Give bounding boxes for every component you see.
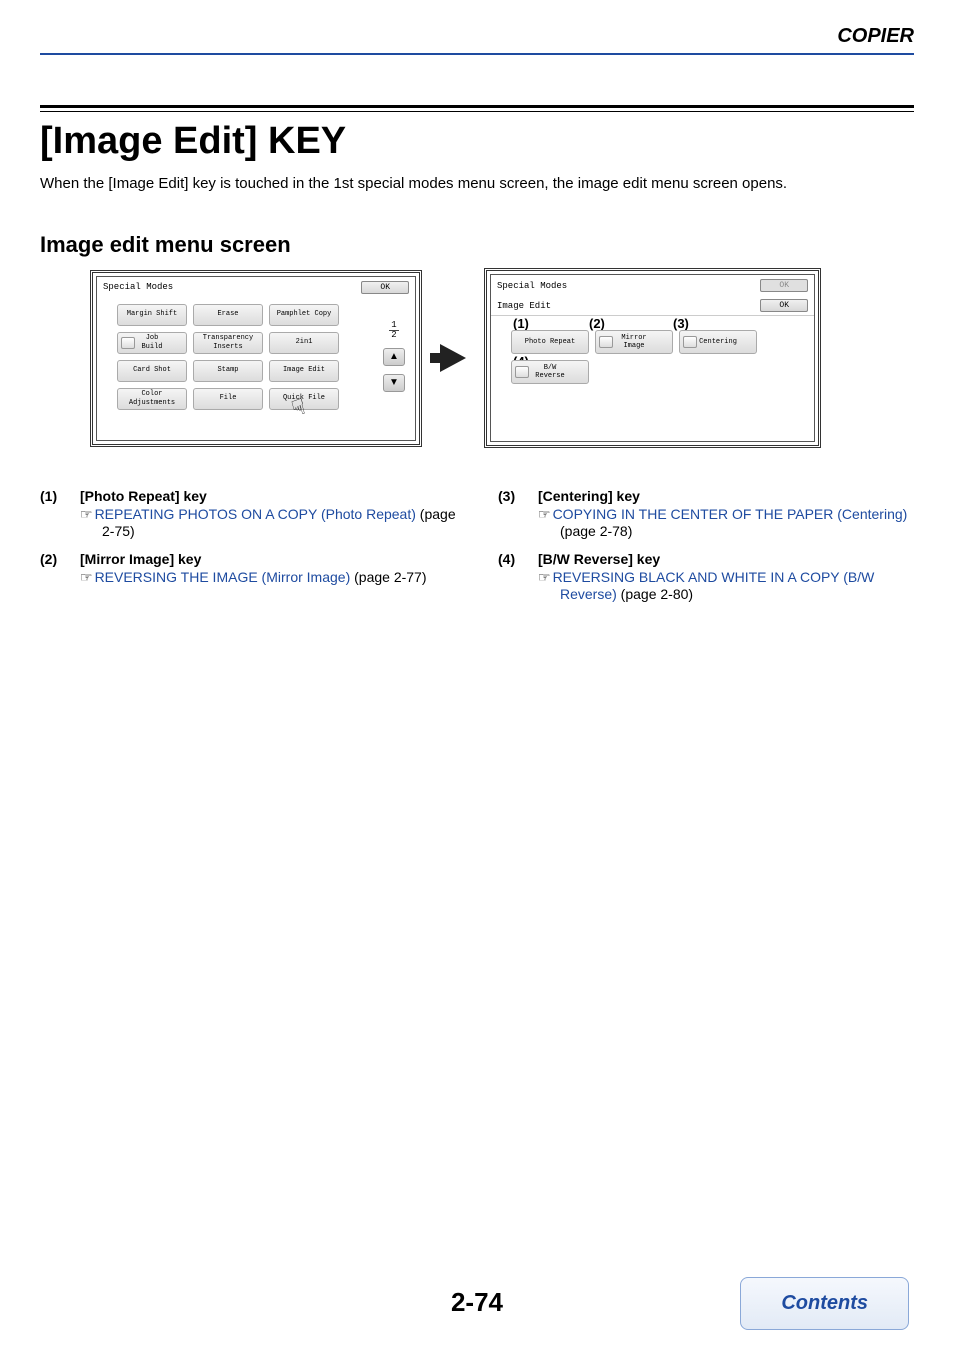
callout-1: (1) — [513, 316, 529, 331]
mirror-image-button[interactable]: Mirror Image — [595, 330, 673, 354]
title-rule — [40, 105, 914, 112]
ok-button[interactable]: OK — [760, 299, 808, 312]
desc-num-2: (2) — [40, 551, 66, 602]
panel2-title: Special Modes — [497, 281, 567, 291]
pointer-icon: ☞ — [538, 569, 551, 585]
header-section: COPIER — [837, 25, 914, 47]
intro-text: When the [Image Edit] key is touched in … — [40, 175, 914, 192]
desc-title-1: [Photo Repeat] key — [80, 488, 470, 504]
desc-bw-reverse: (4) [B/W Reverse] key ☞REVERSING BLACK A… — [498, 551, 928, 602]
mirror-icon — [599, 336, 613, 348]
key-descriptions: (1) [Photo Repeat] key ☞REPEATING PHOTOS… — [40, 488, 914, 602]
desc-tail-2: (page 2-77) — [350, 569, 426, 585]
link-centering[interactable]: COPYING IN THE CENTER OF THE PAPER (Cent… — [553, 506, 908, 522]
card-shot-button[interactable]: Card Shot — [117, 360, 187, 382]
file-button[interactable]: File — [193, 388, 263, 410]
desc-tail-4: (page 2-80) — [617, 586, 693, 602]
centering-icon — [683, 336, 697, 348]
erase-button[interactable]: Erase — [193, 304, 263, 326]
screenshot-panels: Special Modes OK Margin Shift Erase Pamp… — [90, 268, 914, 448]
flow-arrow-icon — [440, 344, 466, 372]
job-build-button[interactable]: Job Build — [117, 332, 187, 354]
page-fraction: 1 2 — [389, 321, 398, 340]
pointer-icon: ☞ — [80, 506, 93, 522]
desc-mirror-image: (2) [Mirror Image] key ☞REVERSING THE IM… — [40, 551, 470, 602]
ok-button[interactable]: OK — [361, 281, 409, 294]
quick-file-button[interactable]: Quick File — [269, 388, 339, 410]
desc-tail-3: (page 2-78) — [560, 523, 632, 539]
page-title: [Image Edit] KEY — [40, 120, 914, 163]
image-edit-button[interactable]: Image Edit — [269, 360, 339, 382]
panel1-button-grid: Margin Shift Erase Pamphlet Copy Job Bui… — [97, 298, 415, 414]
panel2-subtitle: Image Edit — [497, 301, 551, 311]
desc-title-2: [Mirror Image] key — [80, 551, 470, 567]
desc-centering: (3) [Centering] key ☞COPYING IN THE CENT… — [498, 488, 928, 539]
header: COPIER — [40, 25, 914, 55]
centering-button[interactable]: Centering — [679, 330, 757, 354]
pamphlet-copy-button[interactable]: Pamphlet Copy — [269, 304, 339, 326]
stamp-button[interactable]: Stamp — [193, 360, 263, 382]
job-build-icon — [121, 337, 135, 349]
pointer-icon: ☞ — [538, 506, 551, 522]
desc-num-4: (4) — [498, 551, 524, 602]
desc-num-3: (3) — [498, 488, 524, 539]
transparency-inserts-button[interactable]: Transparency Inserts — [193, 332, 263, 354]
contents-button[interactable]: Contents — [740, 1277, 909, 1330]
link-mirror-image[interactable]: REVERSING THE IMAGE (Mirror Image) — [95, 569, 351, 585]
desc-title-3: [Centering] key — [538, 488, 928, 504]
fraction-bottom: 2 — [389, 331, 398, 340]
color-adjustments-button[interactable]: Color Adjustments — [117, 388, 187, 410]
page-up-button[interactable]: ▲ — [383, 348, 405, 366]
link-bw-reverse[interactable]: REVERSING BLACK AND WHITE IN A COPY (B/W… — [553, 569, 875, 602]
bw-icon — [515, 366, 529, 378]
panel1-title: Special Modes — [103, 282, 173, 292]
section-subtitle: Image edit menu screen — [40, 232, 914, 258]
link-photo-repeat[interactable]: REPEATING PHOTOS ON A COPY (Photo Repeat… — [95, 506, 416, 522]
desc-title-4: [B/W Reverse] key — [538, 551, 928, 567]
bw-reverse-button[interactable]: B/W Reverse — [511, 360, 589, 384]
margin-shift-button[interactable]: Margin Shift — [117, 304, 187, 326]
ok-button-top[interactable]: OK — [760, 279, 808, 292]
callout-3: (3) — [673, 316, 689, 331]
fraction-top: 1 — [389, 321, 398, 331]
photo-repeat-button[interactable]: Photo Repeat — [511, 330, 589, 354]
pointer-icon: ☞ — [80, 569, 93, 585]
image-edit-panel: Special Modes OK Image Edit OK (1) (2) (… — [484, 268, 821, 448]
page-down-button[interactable]: ▼ — [383, 374, 405, 392]
desc-photo-repeat: (1) [Photo Repeat] key ☞REPEATING PHOTOS… — [40, 488, 470, 539]
callout-2: (2) — [589, 316, 605, 331]
desc-num-1: (1) — [40, 488, 66, 539]
special-modes-panel: Special Modes OK Margin Shift Erase Pamp… — [90, 270, 422, 447]
2in1-button[interactable]: 2in1 — [269, 332, 339, 354]
pager-controls: 1 2 ▲ ▼ — [383, 321, 405, 392]
